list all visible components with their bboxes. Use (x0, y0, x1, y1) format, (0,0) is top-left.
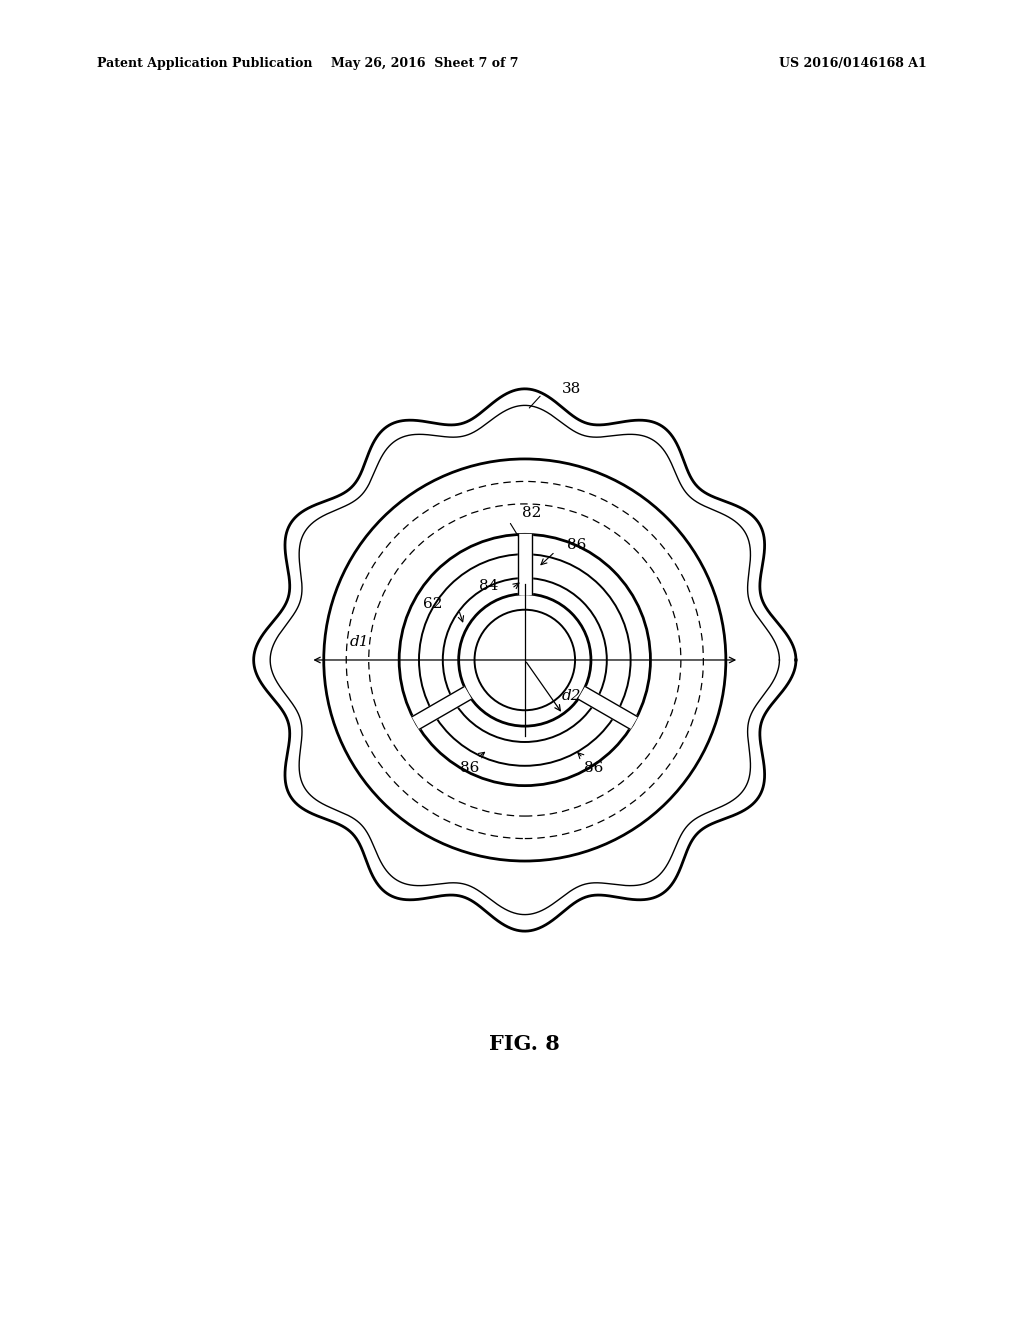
Text: 86: 86 (460, 762, 479, 775)
Text: 38: 38 (562, 381, 581, 396)
Text: 86: 86 (567, 539, 587, 552)
Text: 62: 62 (423, 598, 442, 611)
Polygon shape (517, 535, 532, 594)
Text: 82: 82 (522, 506, 542, 520)
Text: 84: 84 (479, 579, 499, 593)
Polygon shape (413, 686, 471, 729)
Text: 86: 86 (584, 762, 603, 775)
Text: d1: d1 (350, 635, 370, 649)
Polygon shape (579, 686, 637, 729)
Text: Patent Application Publication: Patent Application Publication (97, 57, 312, 70)
Text: May 26, 2016  Sheet 7 of 7: May 26, 2016 Sheet 7 of 7 (331, 57, 519, 70)
Text: FIG. 8: FIG. 8 (489, 1034, 560, 1053)
Text: d2: d2 (562, 689, 582, 704)
Text: US 2016/0146168 A1: US 2016/0146168 A1 (779, 57, 927, 70)
